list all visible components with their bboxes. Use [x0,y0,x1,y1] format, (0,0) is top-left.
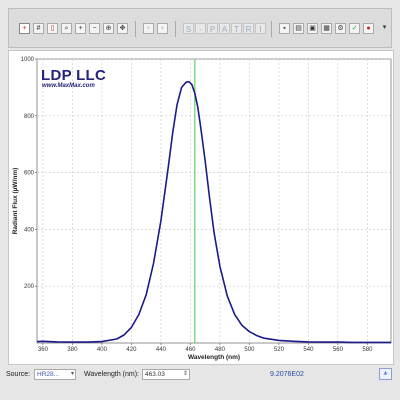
flux-readout: 9.2076E02 [270,371,304,378]
zoom-out-icon[interactable]: − [89,23,100,34]
trash-icon[interactable]: ▯ [47,23,58,34]
pan-icon[interactable]: ✥ [117,23,128,34]
probe-alt-icon[interactable]: ♀ [157,23,168,34]
print-icon[interactable]: ▤ [293,23,304,34]
x-tick-label: 400 [97,347,108,353]
save-icon[interactable]: ▪ [279,23,290,34]
spectrum-line [36,80,391,344]
toolbar-separator [271,21,272,37]
toolbar: + # ▯ ⌕ + − ⊕ ✥ ♀ ♀ S - P A T R I ▪ ▤ ▣ ▦ ⚙ ✓ ● ▾ [8,8,392,48]
run-icon[interactable]: ✓ [349,23,360,34]
chevron-down-icon: ▾ [70,371,74,377]
x-tick-label: 540 [303,347,314,353]
toolbar-separator [175,21,176,37]
source-value: HR28... [37,371,60,378]
stepper-arrows-icon: ⇕ [182,371,188,377]
crosshair-icon[interactable]: + [19,23,30,34]
toolbar-menu-arrow-icon[interactable]: ▾ [382,24,387,31]
mode-r-button[interactable]: R [243,23,254,34]
probe-icon[interactable]: ♀ [143,23,154,34]
wavelength-stepper[interactable]: 463.03 ⇕ [142,369,190,380]
zoom-fit-icon[interactable]: ⊕ [103,23,114,34]
x-tick-label: 460 [185,347,196,353]
logo-title: LDP LLC [41,67,107,84]
y-axis-label: Radiant Flux (µW/nm) [12,168,19,235]
x-tick-label: 440 [156,347,167,353]
wavelength-label: Wavelength (nm): [84,371,139,378]
y-tick-label: 600 [24,171,35,177]
copy-icon[interactable]: ▣ [307,23,318,34]
y-tick-label: 400 [24,227,35,233]
x-tick-label: 380 [67,347,78,353]
x-axis-label: Wavelength (nm) [188,354,240,361]
x-tick-label: 520 [274,347,285,353]
x-tick-label: 420 [126,347,137,353]
y-tick-label: 200 [24,284,35,290]
mode-s-button[interactable]: S [183,23,194,34]
x-tick-label: 480 [215,347,226,353]
y-tick-label: 1000 [21,57,35,63]
spectrum-chart[interactable]: 360 380 400 420 440 460 480 500 520 540 560 580 200 4… [9,51,395,366]
mode-dash-button[interactable]: - [195,23,206,34]
x-tick-label: 560 [333,347,344,353]
export-icon[interactable]: ▦ [321,23,332,34]
x-tick-label: 500 [244,347,255,353]
logo-url: www.MaxMax.com [42,83,95,89]
x-tick-label: 360 [38,347,49,353]
mode-p-button[interactable]: P [207,23,218,34]
source-select[interactable]: HR28... ▾ [34,369,76,380]
stop-icon[interactable]: ● [363,23,374,34]
plot-area [36,58,392,344]
mode-t-button[interactable]: T [231,23,242,34]
y-tick-label: 800 [24,114,35,120]
zoom-in-icon[interactable]: + [75,23,86,34]
mode-i-button[interactable]: I [255,23,266,34]
settings-icon[interactable]: ⚙ [335,23,346,34]
x-tick-label: 580 [362,347,373,353]
grid-icon[interactable]: # [33,23,44,34]
chart-panel: 360 380 400 420 440 460 480 500 520 540 560 580 200 4… [8,50,394,365]
graph-mode-icon[interactable]: ⩚ [379,368,392,380]
zoom-box-icon[interactable]: ⌕ [61,23,72,34]
wavelength-value: 463.03 [145,371,165,378]
status-bar: Source: HR28... ▾ Wavelength (nm): 463.0… [0,368,400,382]
mode-a-button[interactable]: A [219,23,230,34]
source-label: Source: [6,371,31,378]
toolbar-separator [135,21,136,37]
